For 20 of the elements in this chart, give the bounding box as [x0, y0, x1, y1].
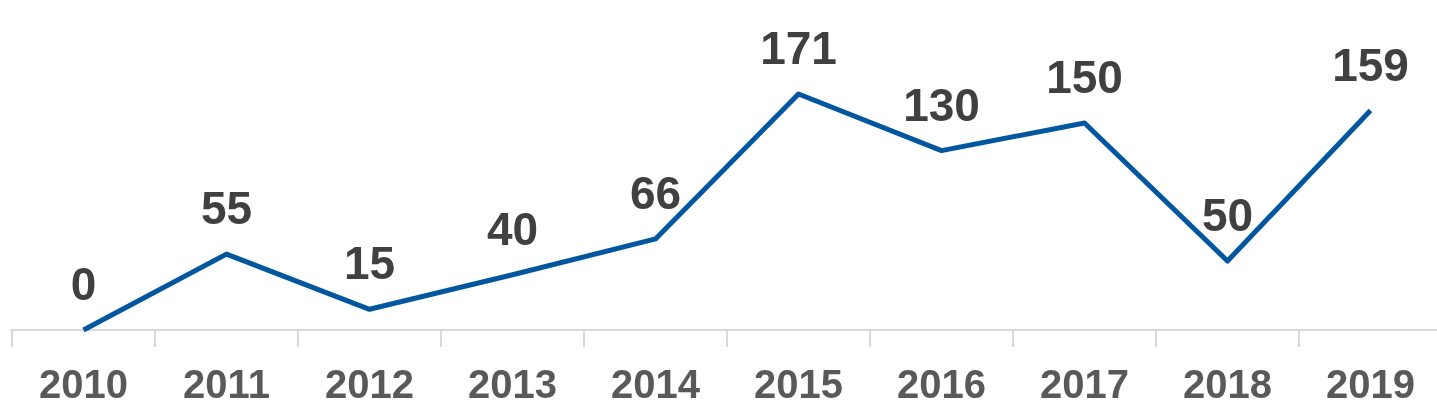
data-label: 15: [343, 237, 396, 290]
data-label: 66: [629, 166, 682, 219]
x-tick-label: 2018: [1183, 362, 1272, 406]
x-tick-label: 2019: [1326, 362, 1415, 406]
x-tick-label: 2017: [1040, 362, 1129, 406]
data-label: 50: [1201, 188, 1254, 241]
x-tick-label: 2016: [897, 362, 986, 406]
data-label: 55: [200, 182, 253, 235]
x-tick-label: 2010: [39, 362, 128, 406]
data-label: 40: [486, 202, 539, 255]
x-tick-label: 2013: [468, 362, 557, 406]
x-tick-label: 2014: [611, 362, 701, 406]
x-tick-label: 2012: [325, 362, 414, 406]
data-label: 150: [1046, 50, 1123, 103]
data-label: 130: [903, 78, 980, 131]
data-label: 159: [1332, 38, 1409, 91]
x-tick-label: 2011: [183, 362, 270, 406]
data-label: 171: [760, 22, 837, 74]
x-tick-label: 2015: [754, 362, 843, 406]
data-label: 0: [70, 258, 97, 310]
